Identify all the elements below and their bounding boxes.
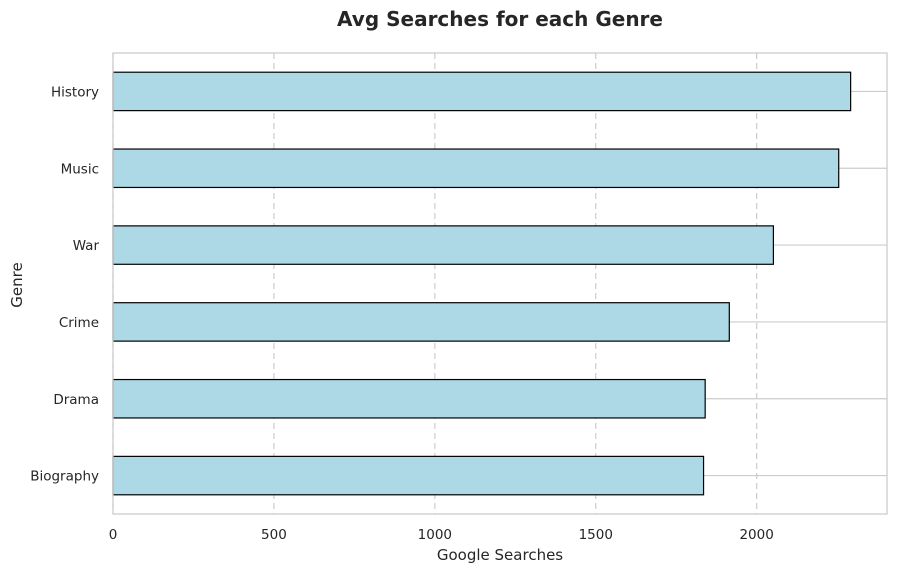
- y-tick-label: Biography: [30, 469, 99, 485]
- bar-history: [112, 71, 852, 112]
- bar-biography: [112, 455, 705, 496]
- x-tick-label: 1000: [418, 527, 452, 543]
- y-tick-label: Crime: [59, 315, 99, 331]
- y-tick-label: Music: [61, 161, 99, 177]
- grid-lines: [112, 53, 887, 514]
- y-tick-labels: Biography Drama Crime War Music History: [30, 84, 99, 484]
- bar-drama: [112, 378, 706, 419]
- x-tick-label: 0: [109, 527, 118, 543]
- bar-war: [112, 225, 774, 265]
- x-tick-label: 1500: [579, 527, 613, 543]
- y-tick-label: History: [51, 84, 99, 100]
- x-axis-label: Google Searches: [437, 546, 563, 564]
- plot-frame: [112, 52, 888, 515]
- x-tick-label: 500: [261, 527, 287, 543]
- x-tick-labels: 0 500 1000 1500 2000: [109, 527, 774, 543]
- y-axis-label: Genre: [8, 262, 26, 307]
- bars: [112, 71, 852, 496]
- bar-crime: [112, 302, 730, 342]
- y-tick-label: Drama: [53, 392, 99, 408]
- y-tick-label: War: [73, 238, 100, 254]
- bar-music: [112, 148, 840, 189]
- x-tick-label: 2000: [739, 527, 773, 543]
- chart-title: Avg Searches for each Genre: [337, 7, 663, 31]
